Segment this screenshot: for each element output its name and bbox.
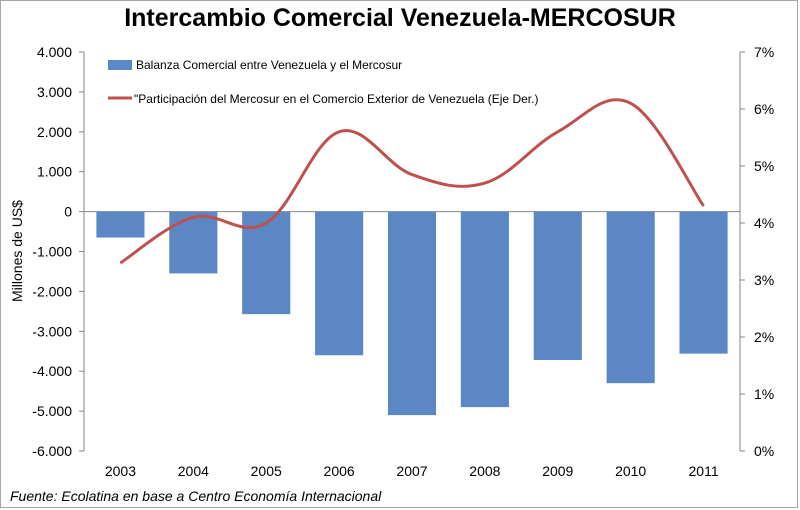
legend-swatch-bar xyxy=(108,60,132,70)
x-tick-label: 2005 xyxy=(251,463,282,479)
source-note: Fuente: Ecolatina en base a Centro Econo… xyxy=(10,488,382,504)
x-tick-label: 2006 xyxy=(324,463,355,479)
x-tick-label: 2008 xyxy=(469,463,500,479)
line-point xyxy=(338,131,340,133)
legend-label-line: "Participación del Mercosur en el Comerc… xyxy=(134,92,538,106)
y-tick-label: -1.000 xyxy=(32,244,72,260)
y-right-tick-label: 0% xyxy=(754,443,774,459)
y-right-tick-label: 1% xyxy=(754,386,774,402)
bar xyxy=(169,211,218,274)
bar-series xyxy=(96,211,728,416)
line-point xyxy=(703,205,705,207)
line-point xyxy=(119,262,121,264)
y-tick-label: -3.000 xyxy=(32,323,72,339)
y-tick-label: -6.000 xyxy=(32,443,72,459)
bar xyxy=(315,211,364,356)
bar xyxy=(460,211,509,408)
line-point xyxy=(557,131,559,133)
x-tick-label: 2011 xyxy=(689,463,719,479)
bar xyxy=(533,211,582,361)
x-tick-label: 2007 xyxy=(396,463,427,479)
x-tick-label: 2009 xyxy=(542,463,573,479)
y-tick-label: 2.000 xyxy=(37,124,72,140)
x-tick-label: 2004 xyxy=(178,463,209,479)
bar xyxy=(606,211,655,384)
x-tick-label: 2003 xyxy=(105,463,136,479)
legend: Balanza Comercial entre Venezuela y el M… xyxy=(108,58,538,106)
line-point xyxy=(484,182,486,184)
bar xyxy=(96,211,145,238)
y-tick-label: 4.000 xyxy=(37,44,72,60)
y-right-tick-label: 6% xyxy=(754,101,774,117)
y-tick-label: 1.000 xyxy=(37,164,72,180)
y-right-tick-label: 5% xyxy=(754,158,774,174)
line-point xyxy=(630,102,632,104)
line-series xyxy=(119,98,705,265)
y-right-tick-label: 2% xyxy=(754,329,774,345)
y-tick-label: 3.000 xyxy=(37,84,72,100)
y-right-tick-label: 7% xyxy=(754,44,774,60)
x-tick-label: 2010 xyxy=(615,463,646,479)
y-right-tick-label: 3% xyxy=(754,272,774,288)
y-tick-label: -5.000 xyxy=(32,403,72,419)
legend-label-bar: Balanza Comercial entre Venezuela y el M… xyxy=(136,58,402,72)
y-tick-label: -2.000 xyxy=(32,283,72,299)
y-tick-label: 0 xyxy=(64,204,72,220)
line-point xyxy=(265,222,267,224)
tick-labels: 4.000 3.000 2.000 1.000 0 -1.000 -2.000 -3.000 -… xyxy=(32,44,774,479)
y-tick-label: -4.000 xyxy=(32,363,72,379)
y-axis-label: Millones de US$ xyxy=(9,200,25,302)
bar xyxy=(387,211,437,416)
y-right-tick-label: 4% xyxy=(754,215,774,231)
bar xyxy=(679,211,728,354)
chart-title: Intercambio Comercial Venezuela-MERCOSUR xyxy=(124,4,676,32)
line-point xyxy=(411,174,413,176)
line-point xyxy=(192,216,194,218)
